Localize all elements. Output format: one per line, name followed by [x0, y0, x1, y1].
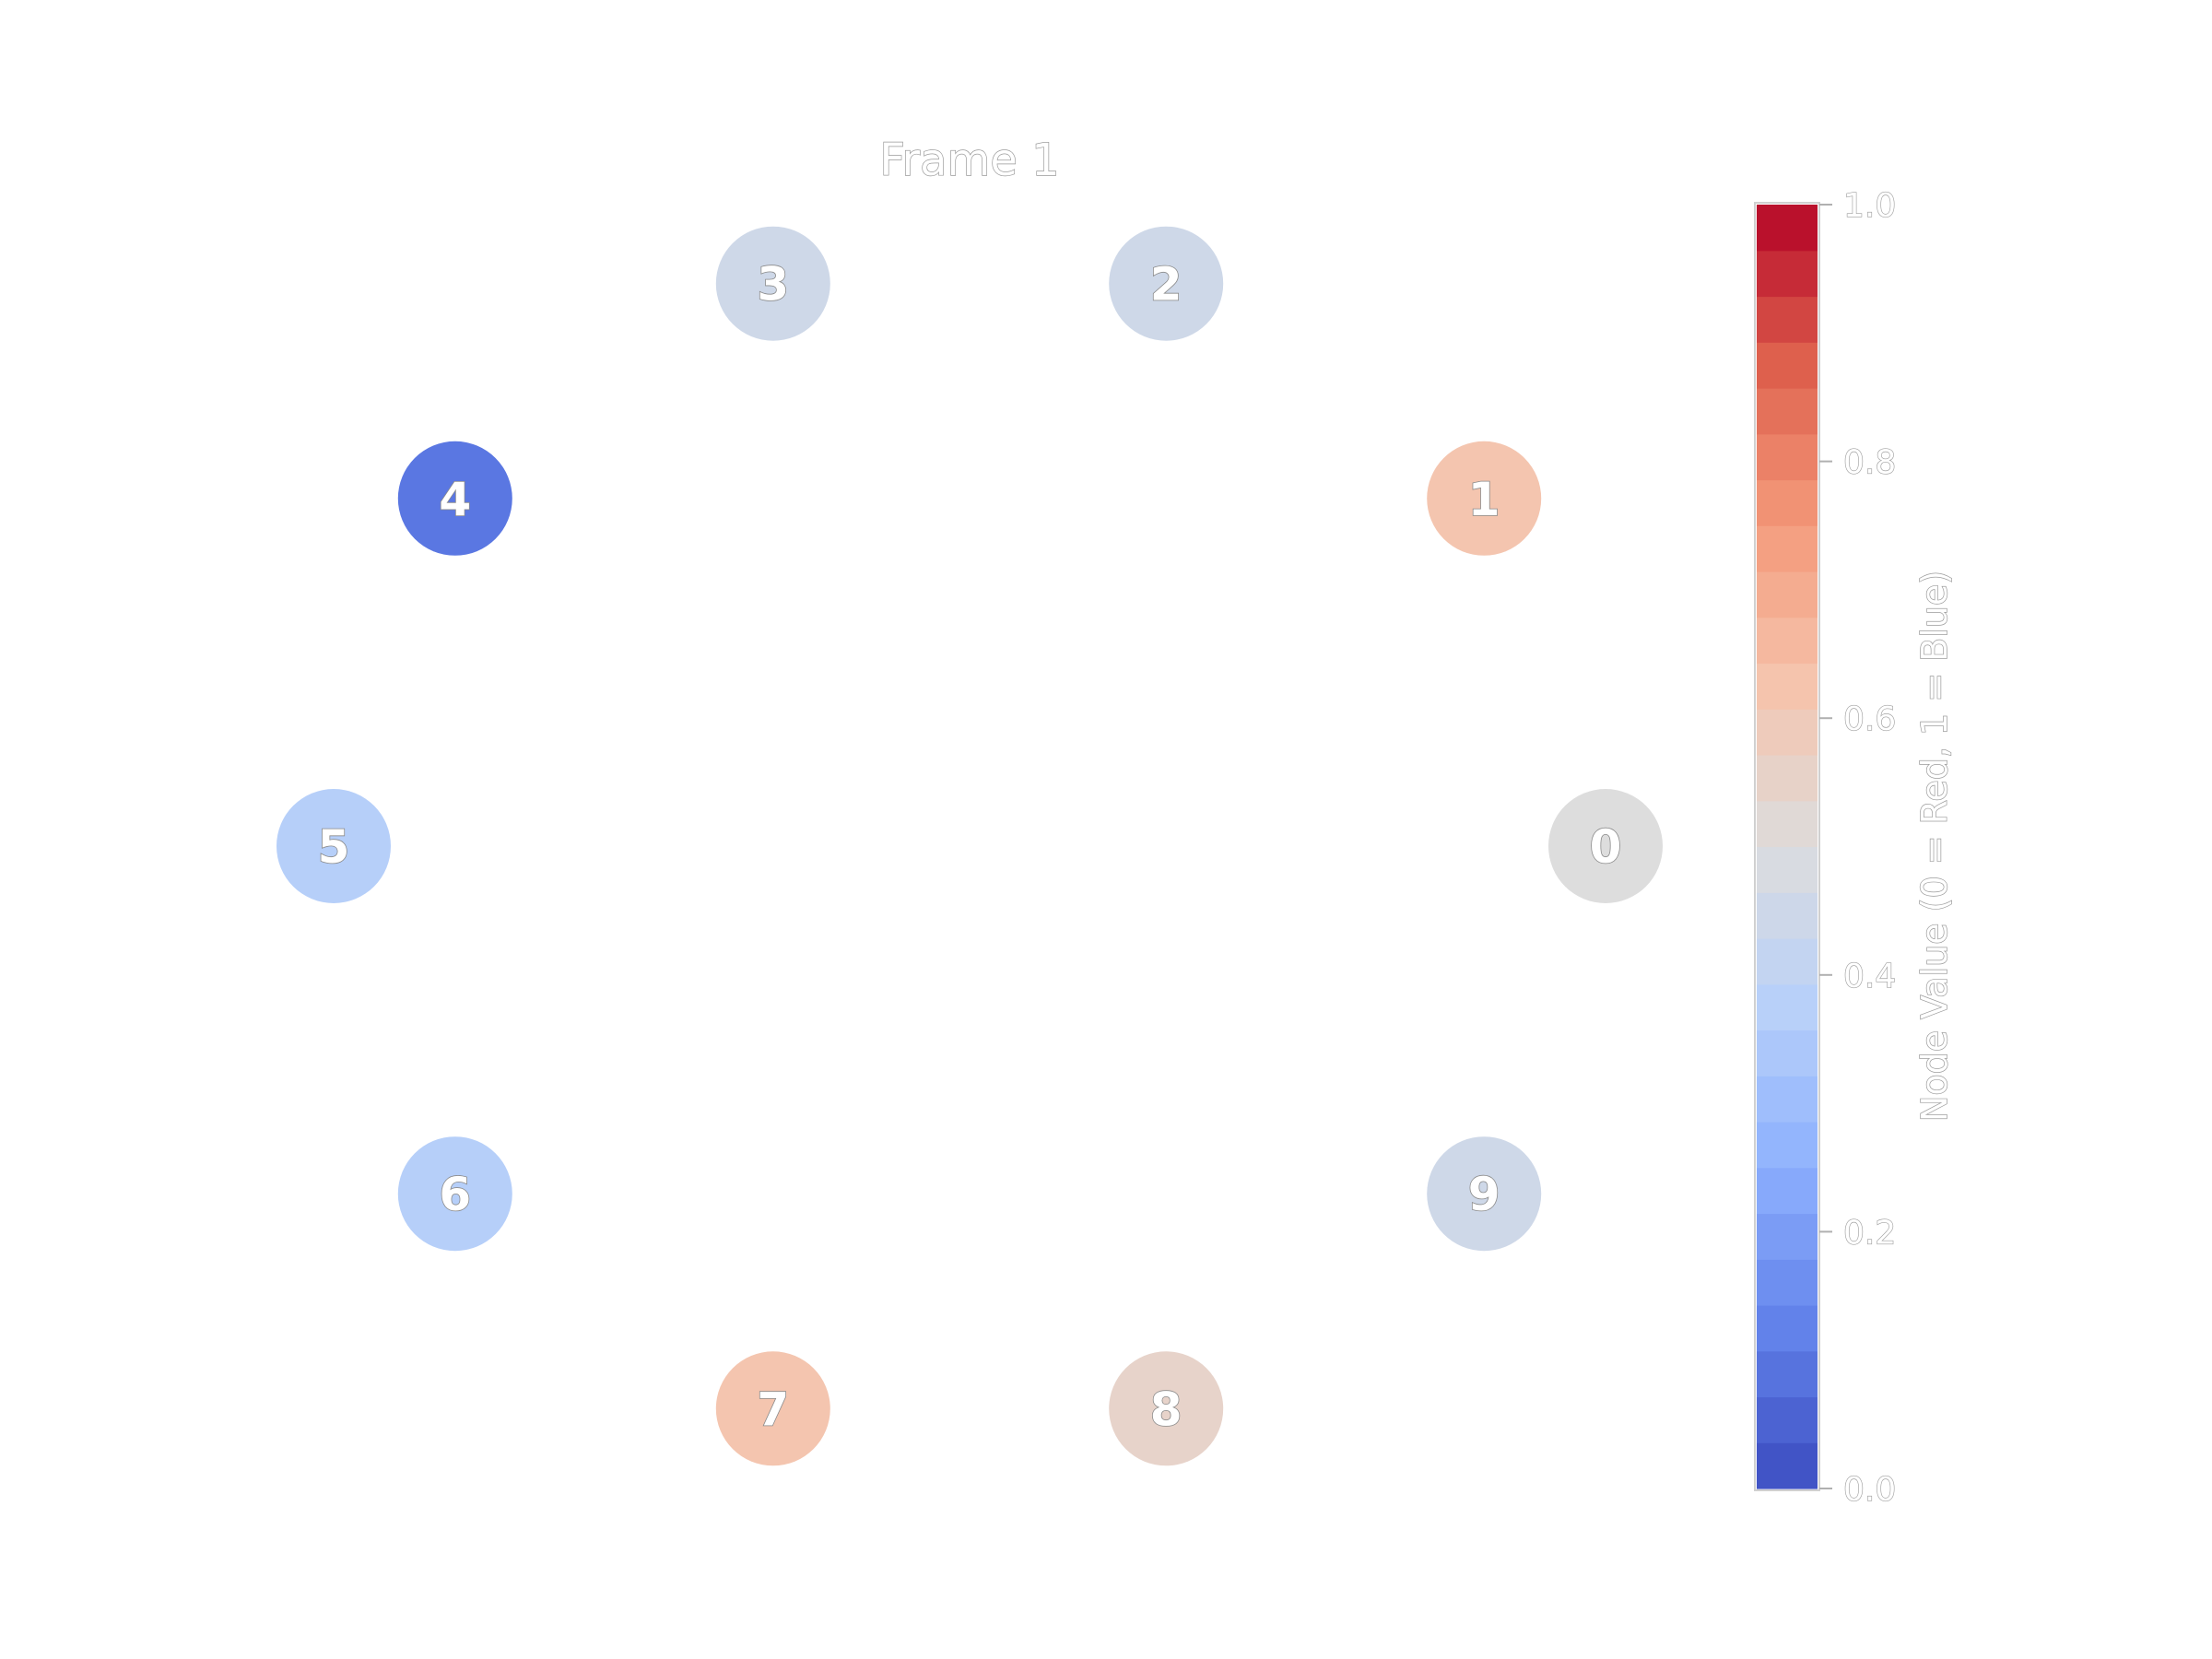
colorbar-band [1757, 342, 1818, 389]
colorbar-band [1757, 1122, 1818, 1169]
node-5: 5 [276, 789, 391, 903]
node-label: 5 [318, 820, 350, 874]
colorbar-frame [1754, 202, 1820, 1491]
colorbar-band [1757, 479, 1818, 526]
node-circle [1427, 441, 1542, 556]
nodes-layer: 0 1 2 3 4 5 6 7 8 9 [276, 226, 1663, 1466]
node-4: 4 [397, 441, 512, 556]
node-7: 7 [715, 1351, 830, 1466]
node-label: 4 [439, 473, 471, 526]
colorbar: 0.0 0.2 0.4 0.6 0.8 1.0 Node Value (0 = Red, … [1754, 186, 1956, 1510]
colorbar-band [1757, 846, 1818, 893]
colorbar-band [1757, 892, 1818, 939]
node-circle [397, 1136, 512, 1252]
colorbar-band [1757, 1305, 1818, 1352]
colorbar-ticks: 0.0 0.2 0.4 0.6 0.8 1.0 [1819, 186, 1897, 1510]
colorbar-band [1757, 709, 1818, 756]
node-0: 0 [1548, 789, 1663, 903]
node-circle [397, 441, 512, 556]
node-circle [1548, 789, 1663, 903]
colorbar-band [1757, 663, 1818, 710]
colorbar-band [1757, 1396, 1818, 1443]
colorbar-band [1757, 1167, 1818, 1215]
node-6: 6 [397, 1136, 512, 1252]
colorbar-tick-label: 0.4 [1843, 958, 1896, 995]
node-circle [715, 226, 830, 341]
node-circle [1427, 1136, 1542, 1252]
node-circle [1109, 226, 1224, 341]
colorbar-band [1757, 250, 1818, 298]
colorbar-band [1757, 571, 1818, 618]
colorbar-label: Node Value (0 = Red, 1 = Blue) [1914, 571, 1955, 1122]
colorbar-tick-label: 0.2 [1843, 1214, 1896, 1252]
node-label: 7 [757, 1382, 789, 1436]
colorbar-band [1757, 433, 1818, 481]
colorbar-band [1757, 205, 1818, 252]
node-circle [1109, 1351, 1224, 1466]
colorbar-tick-label: 0.8 [1843, 444, 1896, 482]
node-label: 0 [1590, 820, 1622, 874]
colorbar-tick-label: 0.6 [1843, 700, 1896, 738]
node-circle [715, 1351, 830, 1466]
colorbar-band [1757, 755, 1818, 802]
colorbar-band [1757, 938, 1818, 985]
colorbar-band [1757, 1030, 1818, 1077]
node-label: 6 [439, 1168, 471, 1221]
colorbar-band [1757, 800, 1818, 848]
node-2: 2 [1109, 226, 1224, 341]
node-3: 3 [715, 226, 830, 341]
colorbar-band [1757, 1076, 1818, 1123]
node-circle [276, 789, 391, 903]
colorbar-band [1757, 525, 1818, 572]
colorbar-band [1757, 1259, 1818, 1306]
frame-title: Frame 1 [879, 135, 1059, 186]
colorbar-band [1757, 1213, 1818, 1260]
node-label: 3 [757, 258, 789, 312]
colorbar-band [1757, 617, 1818, 665]
colorbar-band [1757, 388, 1818, 435]
colorbar-band [1757, 983, 1818, 1031]
node-label: 2 [1150, 258, 1182, 312]
colorbar-gradient [1757, 205, 1818, 1489]
colorbar-band [1757, 296, 1818, 343]
node-9: 9 [1427, 1136, 1542, 1252]
node-1: 1 [1427, 441, 1542, 556]
node-8: 8 [1109, 1351, 1224, 1466]
colorbar-band [1757, 1442, 1818, 1489]
colorbar-tick-label: 0.0 [1843, 1471, 1896, 1509]
node-label: 1 [1468, 473, 1500, 526]
node-label: 8 [1150, 1382, 1182, 1436]
colorbar-band [1757, 1350, 1818, 1398]
node-label: 9 [1468, 1168, 1500, 1221]
colorbar-tick-label: 1.0 [1843, 187, 1896, 225]
